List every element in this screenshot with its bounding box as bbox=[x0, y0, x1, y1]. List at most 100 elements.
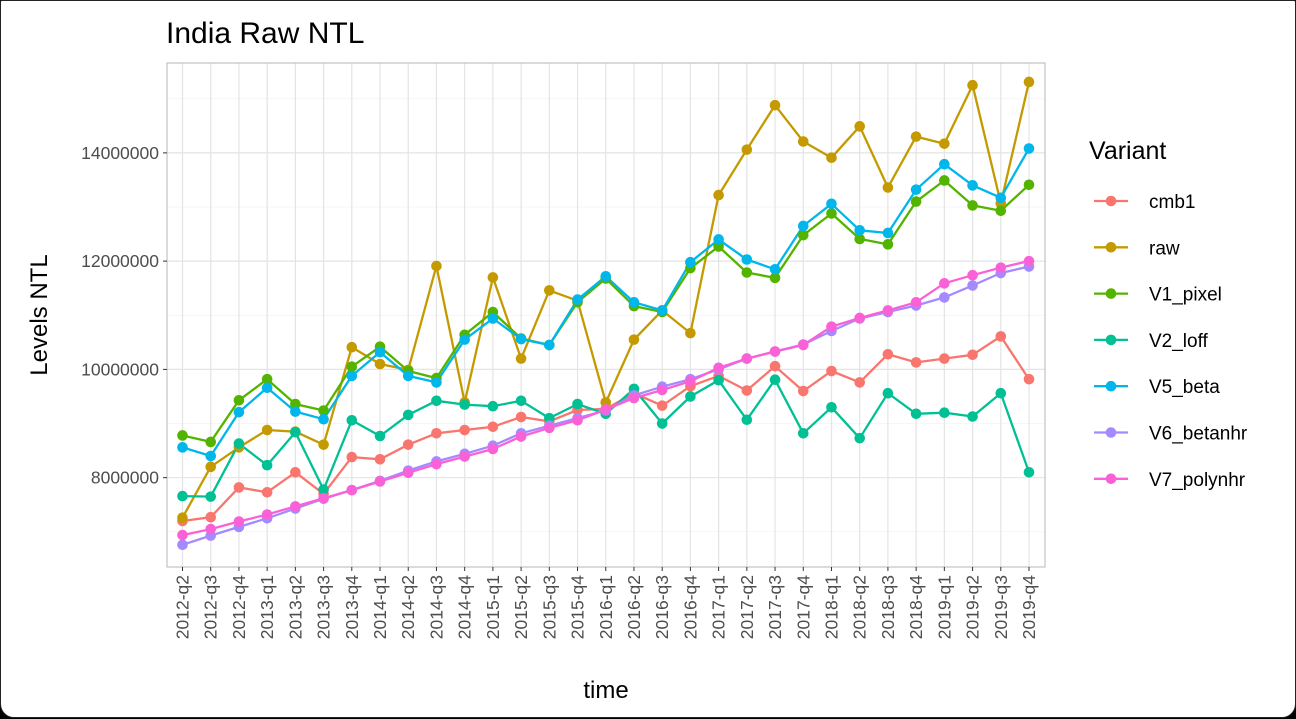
data-point-V2_loff bbox=[544, 412, 555, 424]
data-point-V1_pixel bbox=[290, 398, 301, 410]
data-point-cmb1 bbox=[261, 486, 273, 498]
data-point-cmb1 bbox=[797, 385, 809, 397]
data-point-cmb1 bbox=[402, 439, 414, 450]
x-tick-label: 2018-q2 bbox=[850, 575, 870, 639]
data-point-raw bbox=[797, 136, 809, 147]
data-point-V1_pixel bbox=[205, 436, 217, 448]
data-point-V5_beta bbox=[205, 450, 217, 462]
data-point-V5_beta bbox=[713, 234, 724, 245]
data-point-V5_beta bbox=[233, 406, 245, 418]
data-point-raw bbox=[261, 424, 273, 436]
data-point-cmb1 bbox=[459, 424, 470, 436]
data-point-V5_beta bbox=[374, 346, 386, 358]
x-tick-label: 2019-q4 bbox=[1019, 575, 1039, 639]
data-point-V5_beta bbox=[290, 406, 301, 417]
data-point-V2_loff bbox=[487, 400, 499, 412]
data-point-V5_beta bbox=[431, 377, 442, 388]
data-point-cmb1 bbox=[995, 331, 1007, 342]
x-tick-label: 2012-q4 bbox=[229, 575, 249, 639]
data-point-V7_polynhr bbox=[261, 509, 273, 520]
data-point-cmb1 bbox=[967, 349, 978, 361]
data-point-V5_beta bbox=[882, 227, 894, 239]
data-point-V1_pixel bbox=[967, 200, 978, 211]
data-point-V7_polynhr bbox=[600, 404, 612, 415]
data-point-cmb1 bbox=[374, 453, 386, 465]
x-tick-label: 2016-q2 bbox=[624, 575, 644, 639]
data-point-V1_pixel bbox=[177, 430, 188, 441]
data-point-cmb1 bbox=[346, 451, 358, 463]
data-point-V2_loff bbox=[261, 459, 273, 471]
data-point-cmb1 bbox=[882, 348, 894, 360]
x-axis: 2012-q2 2012-q3 2012-q4 2013-q1 2013-q2 2013-… bbox=[173, 567, 1039, 639]
data-point-cmb1 bbox=[910, 357, 922, 368]
data-point-raw bbox=[544, 285, 555, 296]
legend-key-point bbox=[1105, 195, 1117, 207]
legend-key-point bbox=[1105, 288, 1117, 299]
data-point-V7_polynhr bbox=[318, 492, 329, 504]
data-point-V5_beta bbox=[318, 413, 329, 425]
data-point-V7_polynhr bbox=[346, 484, 358, 496]
data-point-V5_beta bbox=[769, 263, 781, 275]
data-point-V1_pixel bbox=[261, 373, 273, 385]
data-point-raw bbox=[205, 461, 217, 473]
data-point-V7_polynhr bbox=[939, 278, 950, 289]
x-tick-label: 2017-q3 bbox=[765, 575, 785, 639]
x-tick-label: 2012-q2 bbox=[173, 575, 193, 639]
legend-label-V7_polynhr: V7_polynhr bbox=[1149, 470, 1246, 491]
data-point-V5_beta bbox=[544, 339, 555, 351]
data-point-V2_loff bbox=[967, 411, 978, 422]
data-point-V7_polynhr bbox=[769, 346, 781, 357]
data-point-V6_betanhr bbox=[967, 280, 978, 291]
data-point-V5_beta bbox=[939, 158, 950, 170]
data-point-raw bbox=[177, 512, 188, 524]
data-point-raw bbox=[346, 341, 358, 353]
data-point-raw bbox=[1023, 76, 1035, 88]
data-point-V2_loff bbox=[826, 402, 837, 413]
x-tick-label: 2018-q4 bbox=[906, 575, 926, 639]
data-point-V5_beta bbox=[600, 270, 612, 282]
data-point-cmb1 bbox=[233, 482, 245, 493]
data-point-V6_betanhr bbox=[939, 292, 950, 303]
data-point-V7_polynhr bbox=[741, 353, 753, 364]
x-tick-label: 2015-q4 bbox=[568, 575, 588, 639]
data-point-cmb1 bbox=[939, 353, 950, 364]
legend-key-point bbox=[1105, 473, 1117, 485]
data-point-raw bbox=[318, 439, 329, 450]
data-point-cmb1 bbox=[205, 511, 217, 523]
x-tick-label: 2019-q1 bbox=[934, 575, 954, 639]
data-point-raw bbox=[910, 131, 922, 142]
data-point-raw bbox=[826, 152, 837, 164]
data-point-V7_polynhr bbox=[572, 414, 583, 426]
data-point-V7_polynhr bbox=[797, 339, 809, 351]
data-point-V7_polynhr bbox=[374, 476, 386, 487]
data-point-V1_pixel bbox=[1023, 179, 1035, 191]
data-point-V7_polynhr bbox=[487, 443, 499, 455]
x-tick-label: 2018-q3 bbox=[878, 575, 898, 639]
x-tick-label: 2014-q3 bbox=[426, 575, 446, 639]
data-point-V1_pixel bbox=[854, 233, 865, 245]
data-point-V2_loff bbox=[572, 398, 583, 410]
y-tick-label: 14000000 bbox=[81, 143, 159, 163]
data-point-V1_pixel bbox=[797, 229, 809, 241]
x-tick-label: 2015-q2 bbox=[511, 575, 531, 639]
data-point-V5_beta bbox=[1023, 143, 1035, 154]
data-point-V7_polynhr bbox=[459, 451, 470, 462]
data-point-cmb1 bbox=[487, 421, 499, 433]
data-point-V7_polynhr bbox=[431, 458, 442, 470]
data-point-raw bbox=[769, 99, 781, 111]
x-axis-title: time bbox=[583, 677, 628, 704]
data-point-V2_loff bbox=[797, 427, 809, 439]
x-tick-label: 2013-q2 bbox=[285, 575, 305, 639]
data-point-V6_betanhr bbox=[177, 539, 188, 551]
data-point-raw bbox=[685, 327, 696, 339]
data-point-cmb1 bbox=[769, 360, 781, 372]
data-point-V7_polynhr bbox=[656, 384, 668, 396]
data-point-V7_polynhr bbox=[515, 431, 527, 442]
x-tick-label: 2018-q1 bbox=[821, 575, 841, 639]
data-point-V5_beta bbox=[910, 184, 922, 195]
data-point-V2_loff bbox=[656, 418, 668, 429]
data-point-V2_loff bbox=[769, 374, 781, 385]
data-point-V5_beta bbox=[459, 334, 470, 345]
data-point-V7_polynhr bbox=[910, 296, 922, 308]
